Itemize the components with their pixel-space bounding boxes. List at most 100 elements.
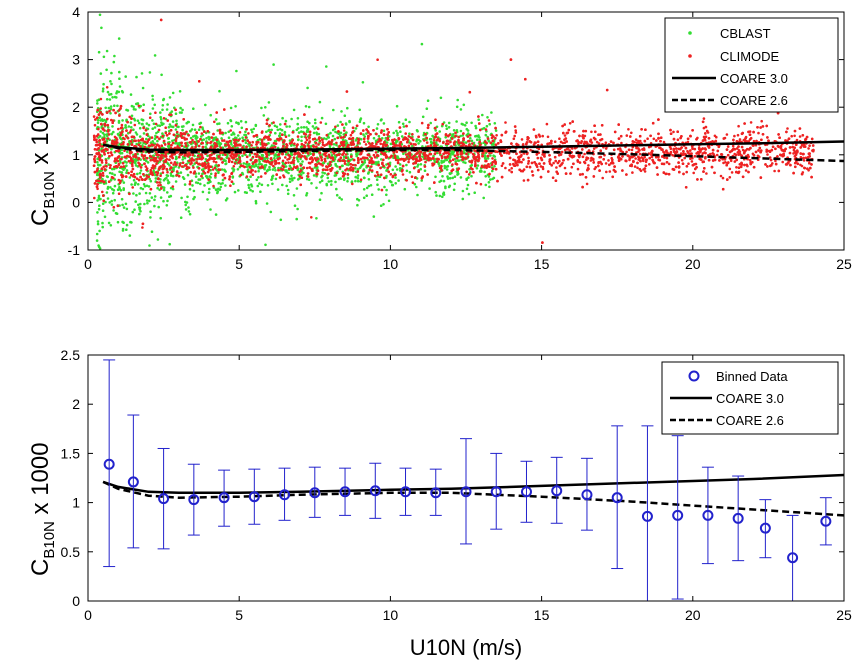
cblast-point	[304, 105, 308, 108]
cblast-point	[446, 175, 449, 178]
cblast-point	[474, 135, 477, 138]
cblast-point	[416, 165, 419, 168]
climode-point	[607, 159, 610, 162]
cblast-point	[465, 121, 468, 124]
cblast-point	[166, 191, 169, 194]
cblast-point	[333, 174, 337, 177]
cblast-point	[98, 229, 101, 233]
cblast-point	[153, 195, 157, 198]
cblast-point	[179, 216, 183, 219]
climode-point	[433, 136, 437, 139]
climode-point	[156, 135, 159, 139]
climode-point	[475, 158, 478, 162]
cblast-point	[425, 107, 429, 110]
cblast-point	[199, 182, 202, 186]
cblast-point	[237, 189, 240, 192]
climode-point	[484, 159, 487, 163]
cblast-point	[281, 116, 284, 120]
climode-point	[342, 129, 346, 132]
climode-point	[687, 162, 690, 165]
cblast-point	[216, 129, 219, 132]
climode-point	[299, 164, 303, 167]
climode-point	[202, 170, 205, 173]
climode-point	[93, 148, 97, 151]
cblast-point	[283, 131, 287, 134]
cblast-point	[140, 72, 144, 75]
cblast-point	[168, 96, 172, 99]
cblast-point	[334, 164, 338, 167]
cblast-point	[446, 177, 450, 180]
climode-point	[647, 145, 651, 149]
cblast-point	[254, 124, 258, 128]
climode-point	[351, 182, 354, 186]
cblast-point	[440, 159, 443, 163]
cblast-point	[290, 117, 293, 121]
cblast-point	[222, 158, 226, 161]
cblast-point	[134, 181, 137, 184]
cblast-point	[96, 102, 99, 105]
climode-point	[272, 121, 275, 124]
climode-point	[676, 138, 680, 141]
climode-point	[410, 175, 414, 178]
climode-point	[117, 127, 120, 131]
climode-point	[287, 161, 290, 164]
climode-point	[245, 160, 249, 164]
cblast-point	[320, 179, 324, 182]
climode-point	[411, 133, 414, 136]
cblast-point	[160, 121, 163, 124]
cblast-point	[273, 139, 277, 143]
climode-point	[795, 138, 799, 142]
climode-point	[703, 139, 707, 142]
cblast-point	[204, 145, 207, 149]
cblast-point	[185, 121, 188, 125]
climode-point	[349, 133, 353, 137]
cblast-point	[438, 130, 442, 133]
cblast-point	[108, 171, 112, 175]
climode-point	[375, 142, 378, 146]
climode-point	[238, 156, 242, 159]
climode-point	[644, 160, 648, 164]
cblast-point	[312, 131, 316, 135]
cblast-point	[489, 178, 492, 181]
climode-point	[292, 156, 296, 159]
climode-point	[102, 199, 105, 203]
climode-point	[597, 164, 600, 168]
climode-point	[689, 149, 692, 152]
cblast-point	[150, 230, 154, 233]
cblast-point	[305, 194, 308, 197]
cblast-point	[174, 180, 178, 183]
cblast-point	[229, 119, 233, 123]
cblast-point	[97, 194, 101, 198]
cblast-point	[350, 153, 353, 156]
climode-point	[440, 164, 443, 168]
cblast-point	[136, 183, 140, 186]
climode-point	[185, 130, 188, 134]
cblast-point	[462, 103, 466, 107]
climode-point	[165, 157, 169, 161]
climode-point	[491, 157, 494, 160]
climode-point	[638, 152, 642, 156]
cblast-point	[405, 163, 408, 167]
cblast-point	[441, 195, 444, 198]
cblast-point	[306, 129, 309, 132]
climode-point	[468, 90, 472, 94]
cblast-point	[187, 120, 190, 124]
cblast-point	[203, 184, 206, 187]
climode-point	[296, 135, 300, 138]
climode-point	[484, 128, 488, 131]
cblast-point	[171, 139, 174, 143]
cblast-point	[139, 202, 142, 206]
climode-point	[381, 145, 385, 148]
cblast-point	[399, 130, 402, 133]
cblast-point	[455, 120, 458, 123]
cblast-point	[243, 191, 247, 194]
cblast-point	[161, 132, 164, 135]
cblast-point	[415, 138, 419, 141]
cblast-point	[189, 129, 192, 133]
climode-point	[709, 152, 712, 156]
cblast-point	[434, 190, 438, 194]
climode-point	[376, 58, 379, 61]
climode-point	[199, 137, 202, 141]
cblast-point	[306, 86, 309, 90]
cblast-point	[113, 173, 116, 177]
